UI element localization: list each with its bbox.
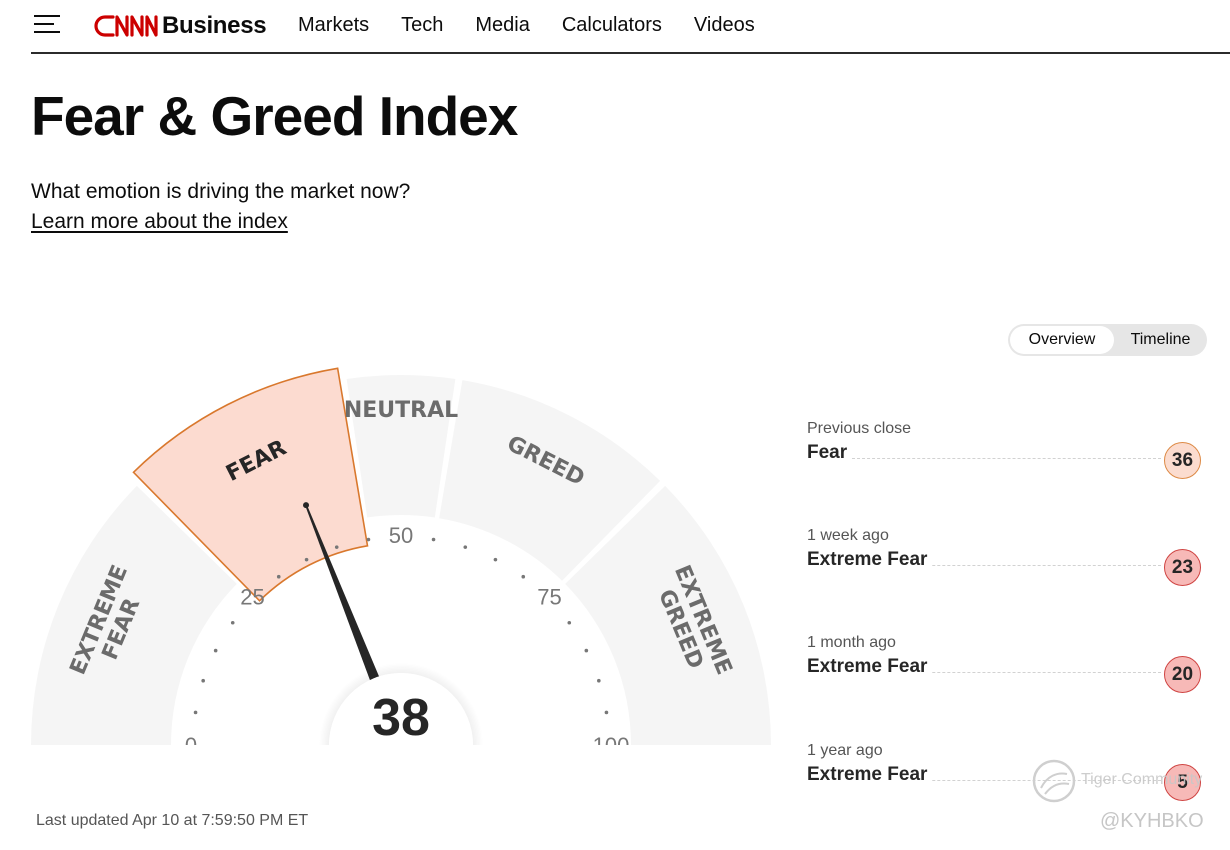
gauge-tick (276, 574, 281, 579)
gauge-scale-label: 25 (240, 585, 264, 610)
history-value-badge: 23 (1164, 549, 1201, 586)
cnn-business-logo[interactable]: Business (94, 10, 267, 42)
watermark-handle: @KYHBKO (1100, 810, 1204, 832)
gauge-hub-top (329, 673, 473, 790)
leader-dots (847, 780, 1161, 781)
gauge-tick (463, 545, 468, 549)
zone-greed (439, 380, 661, 581)
leader-dots (847, 458, 1161, 459)
tiger-community-logo-icon (1032, 759, 1076, 803)
zone-extreme-fear (31, 485, 237, 745)
history-row: Previous close Fear 36 (807, 420, 1201, 480)
history-label: Extreme Fear (807, 549, 932, 571)
page-subtitle: What emotion is driving the market now? (31, 180, 411, 203)
gauge-tick (213, 648, 218, 653)
history-label: Extreme Fear (807, 764, 932, 786)
nav-tech[interactable]: Tech (401, 14, 444, 36)
gauge-needle (305, 505, 385, 690)
gauge-tick (597, 678, 601, 683)
nav-calculators[interactable]: Calculators (561, 14, 662, 36)
last-updated: Last updated Apr 10 at 7:59:50 PM ET (36, 812, 309, 829)
history-row: 1 year ago Extreme Fear 5 (807, 742, 1201, 802)
cnn-logo-icon (94, 11, 158, 41)
gauge-tick (304, 557, 309, 562)
gauge-scale-label: 50 (389, 523, 413, 548)
leader-dots (847, 672, 1161, 673)
main-nav: Markets Tech Media Calculators Videos (298, 14, 787, 37)
history-value-badge: 20 (1164, 656, 1201, 693)
zone-extreme-greed (565, 485, 771, 745)
site-header: Business Markets Tech Media Calculators … (31, 0, 1230, 54)
zone-neutral (346, 375, 456, 518)
gauge-scale-label: 75 (537, 585, 561, 610)
history-value-badge: 5 (1164, 764, 1201, 801)
business-section-label: Business (162, 12, 267, 39)
gauge-tick (230, 620, 235, 625)
gauge-tick (521, 574, 526, 579)
gauge-tick (567, 620, 572, 625)
history-row: 1 week ago Extreme Fear 23 (807, 527, 1201, 587)
gauge-tick (193, 710, 198, 715)
gauge-tick (604, 710, 609, 715)
nav-media[interactable]: Media (475, 14, 530, 36)
history-label: Extreme Fear (807, 656, 932, 678)
history-when: 1 week ago (807, 527, 889, 544)
gauge-tick (201, 678, 205, 683)
gauge-value: 38 (372, 689, 430, 747)
toggle-timeline[interactable]: Timeline (1130, 331, 1191, 348)
history-when: 1 year ago (807, 742, 883, 759)
leader-dots (847, 565, 1161, 566)
gauge-tick (584, 648, 589, 653)
toggle-overview[interactable]: Overview (1010, 326, 1114, 354)
history-when: Previous close (807, 420, 912, 437)
watermark-community: Tiger Community (1081, 771, 1203, 788)
history-when: 1 month ago (807, 634, 896, 651)
gauge-tick (493, 557, 498, 562)
learn-more-link[interactable]: Learn more about the index (31, 210, 288, 233)
view-toggle: Overview Timeline (1008, 324, 1207, 356)
gauge-needle-tip (303, 502, 310, 509)
page-title: Fear & Greed Index (31, 85, 518, 147)
zone-fear (132, 367, 369, 602)
history-label: Fear (807, 442, 852, 464)
history-row: 1 month ago Extreme Fear 20 (807, 634, 1201, 694)
zone-label-neutral: NEUTRAL (344, 398, 458, 423)
gauge-tick (431, 537, 436, 542)
hamburger-menu-icon[interactable] (34, 14, 60, 34)
gauge-tick (366, 537, 371, 542)
gauge-tick (334, 545, 339, 549)
nav-videos[interactable]: Videos (693, 14, 755, 36)
history-value-badge: 36 (1164, 442, 1201, 479)
nav-markets[interactable]: Markets (298, 14, 370, 36)
